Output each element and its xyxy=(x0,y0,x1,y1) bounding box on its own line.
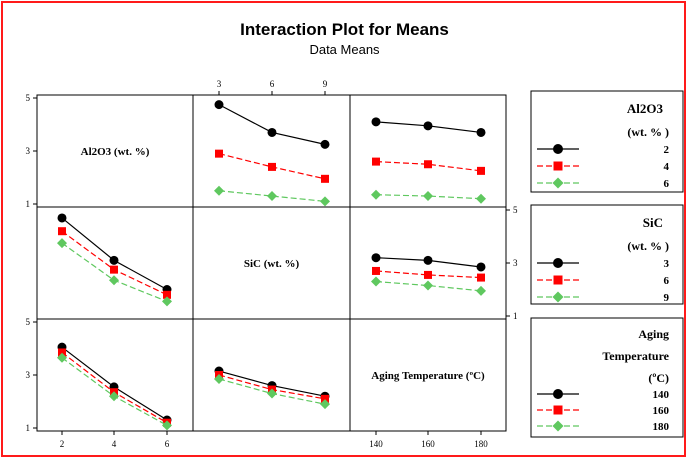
y-tick-label: 5 xyxy=(26,93,31,103)
legend-title-2-0: Aging xyxy=(638,327,669,341)
legend-entry-1-1: 6 xyxy=(664,275,670,287)
data-point-r0c1-4-0 xyxy=(215,149,223,158)
y-tick-label: 1 xyxy=(513,311,518,321)
data-point-r2c0-180-0 xyxy=(57,352,67,363)
data-point-r0c1-6-2 xyxy=(320,196,330,207)
legend-swatch-marker-1-1 xyxy=(553,275,563,285)
data-point-r0c1-2-1 xyxy=(267,127,277,137)
data-point-r0c1-2-0 xyxy=(214,100,224,110)
legend-title-2-2: (ºC) xyxy=(648,371,669,385)
legend-title-1-1: (wt. % ) xyxy=(627,239,669,253)
y-tick-label: 1 xyxy=(26,423,31,433)
x-tick-label-al: 2 xyxy=(60,439,65,449)
x-tick-label-temp: 180 xyxy=(474,439,488,449)
y-tick-label: 5 xyxy=(26,317,31,327)
legend-entry-1-0: 3 xyxy=(664,258,670,270)
x-tick-label-sic: 9 xyxy=(323,79,328,89)
y-tick-label: 3 xyxy=(26,146,31,156)
data-point-r2c1-180-2 xyxy=(320,399,330,410)
data-point-r1c0-9-0 xyxy=(57,238,67,249)
x-tick-label-sic: 6 xyxy=(270,79,275,89)
data-point-r1c0-3-1 xyxy=(109,255,119,265)
data-point-r1c2-3-1 xyxy=(423,255,433,265)
chart-title: Interaction Plot for Means xyxy=(240,20,449,39)
legend-title-2-1: Temperature xyxy=(602,349,669,363)
legend-title-1-0: SiC xyxy=(643,215,663,230)
legend-entry-0-2: 6 xyxy=(664,178,670,190)
data-point-r0c2-2-1 xyxy=(423,121,433,131)
data-point-r1c2-9-0 xyxy=(371,276,381,287)
data-point-r2c1-180-0 xyxy=(214,373,224,384)
diagonal-factor-label-temp: Aging Temperature (ºC) xyxy=(371,370,485,382)
data-point-r0c2-2-2 xyxy=(476,127,486,137)
legend-swatch-marker-0-2 xyxy=(552,177,564,189)
legend-box-2 xyxy=(530,317,684,438)
legend-swatch-marker-2-1 xyxy=(553,405,563,415)
y-tick-label: 1 xyxy=(26,199,31,209)
legend-title-0-0: Al2O3 xyxy=(627,101,664,116)
legend-swatch-marker-1-0 xyxy=(553,258,563,268)
data-point-r0c2-4-1 xyxy=(424,160,432,169)
panel-border-r0-c2 xyxy=(349,94,507,208)
data-point-r2c1-160-2 xyxy=(321,394,329,403)
x-tick-label-al: 6 xyxy=(165,439,170,449)
x-tick-label-sic: 3 xyxy=(217,79,222,89)
data-point-r0c2-6-2 xyxy=(476,193,486,204)
data-point-r1c0-9-1 xyxy=(109,275,119,286)
legend-box-1 xyxy=(530,204,684,305)
data-point-r1c0-6-1 xyxy=(110,265,118,274)
legend-title-0-1: (wt. % ) xyxy=(627,125,669,139)
data-point-r2c0-180-1 xyxy=(109,391,119,402)
diagonal-factor-label-al: Al2O3 (wt. %) xyxy=(81,146,150,158)
data-point-r0c2-2-0 xyxy=(371,117,381,127)
legend-entry-2-2: 180 xyxy=(653,421,670,433)
data-point-r0c1-4-1 xyxy=(268,162,276,171)
legend-swatch-marker-2-2 xyxy=(552,420,564,432)
data-point-r0c1-4-2 xyxy=(321,174,329,183)
data-point-r1c2-9-2 xyxy=(476,285,486,296)
legend-swatch-marker-0-1 xyxy=(553,161,563,171)
data-point-r1c2-6-1 xyxy=(424,270,432,279)
data-point-r1c0-9-2 xyxy=(162,296,172,307)
data-point-r1c0-6-0 xyxy=(58,227,66,236)
x-tick-label-al: 4 xyxy=(112,439,117,449)
data-point-r0c2-4-2 xyxy=(477,166,485,175)
data-point-r2c1-180-1 xyxy=(267,388,277,399)
data-point-r2c0-160-0 xyxy=(58,348,66,357)
x-tick-label-temp: 140 xyxy=(369,439,383,449)
data-point-r0c2-4-0 xyxy=(372,157,380,166)
data-point-r1c0-3-0 xyxy=(57,213,67,223)
legend-swatch-marker-0-0 xyxy=(553,144,563,154)
data-point-r1c2-3-0 xyxy=(371,253,381,263)
y-tick-label: 5 xyxy=(513,205,518,215)
data-point-r1c2-6-2 xyxy=(477,273,485,282)
legend-entry-2-0: 140 xyxy=(653,389,670,401)
legend-entry-1-2: 9 xyxy=(664,292,670,304)
series-line-r0c1-2 xyxy=(218,104,326,145)
data-point-r2c0-180-2 xyxy=(162,420,172,431)
y-tick-label: 3 xyxy=(513,258,518,268)
chart-subtitle: Data Means xyxy=(309,42,380,57)
data-point-r1c2-6-0 xyxy=(372,266,380,275)
data-point-r1c2-3-2 xyxy=(476,262,486,272)
data-point-r0c2-6-0 xyxy=(371,189,381,200)
data-point-r0c1-2-2 xyxy=(320,139,330,149)
legend-entry-2-1: 160 xyxy=(653,405,670,417)
x-tick-label-temp: 160 xyxy=(421,439,435,449)
legend-swatch-marker-2-0 xyxy=(553,389,563,399)
data-point-r0c2-6-1 xyxy=(423,191,433,202)
data-point-r0c1-6-0 xyxy=(214,185,224,196)
data-point-r1c2-9-1 xyxy=(423,280,433,291)
legend-swatch-marker-1-2 xyxy=(552,291,564,303)
diagonal-factor-label-sic: SiC (wt. %) xyxy=(244,258,300,270)
data-point-r0c1-6-1 xyxy=(267,191,277,202)
legend-box-0 xyxy=(530,90,684,193)
legend-entry-0-1: 4 xyxy=(664,161,670,173)
legend-entry-0-0: 2 xyxy=(664,144,670,156)
panel-border-r2-c0 xyxy=(36,318,194,432)
data-point-r1c0-6-2 xyxy=(163,290,171,299)
y-tick-label: 3 xyxy=(26,370,31,380)
